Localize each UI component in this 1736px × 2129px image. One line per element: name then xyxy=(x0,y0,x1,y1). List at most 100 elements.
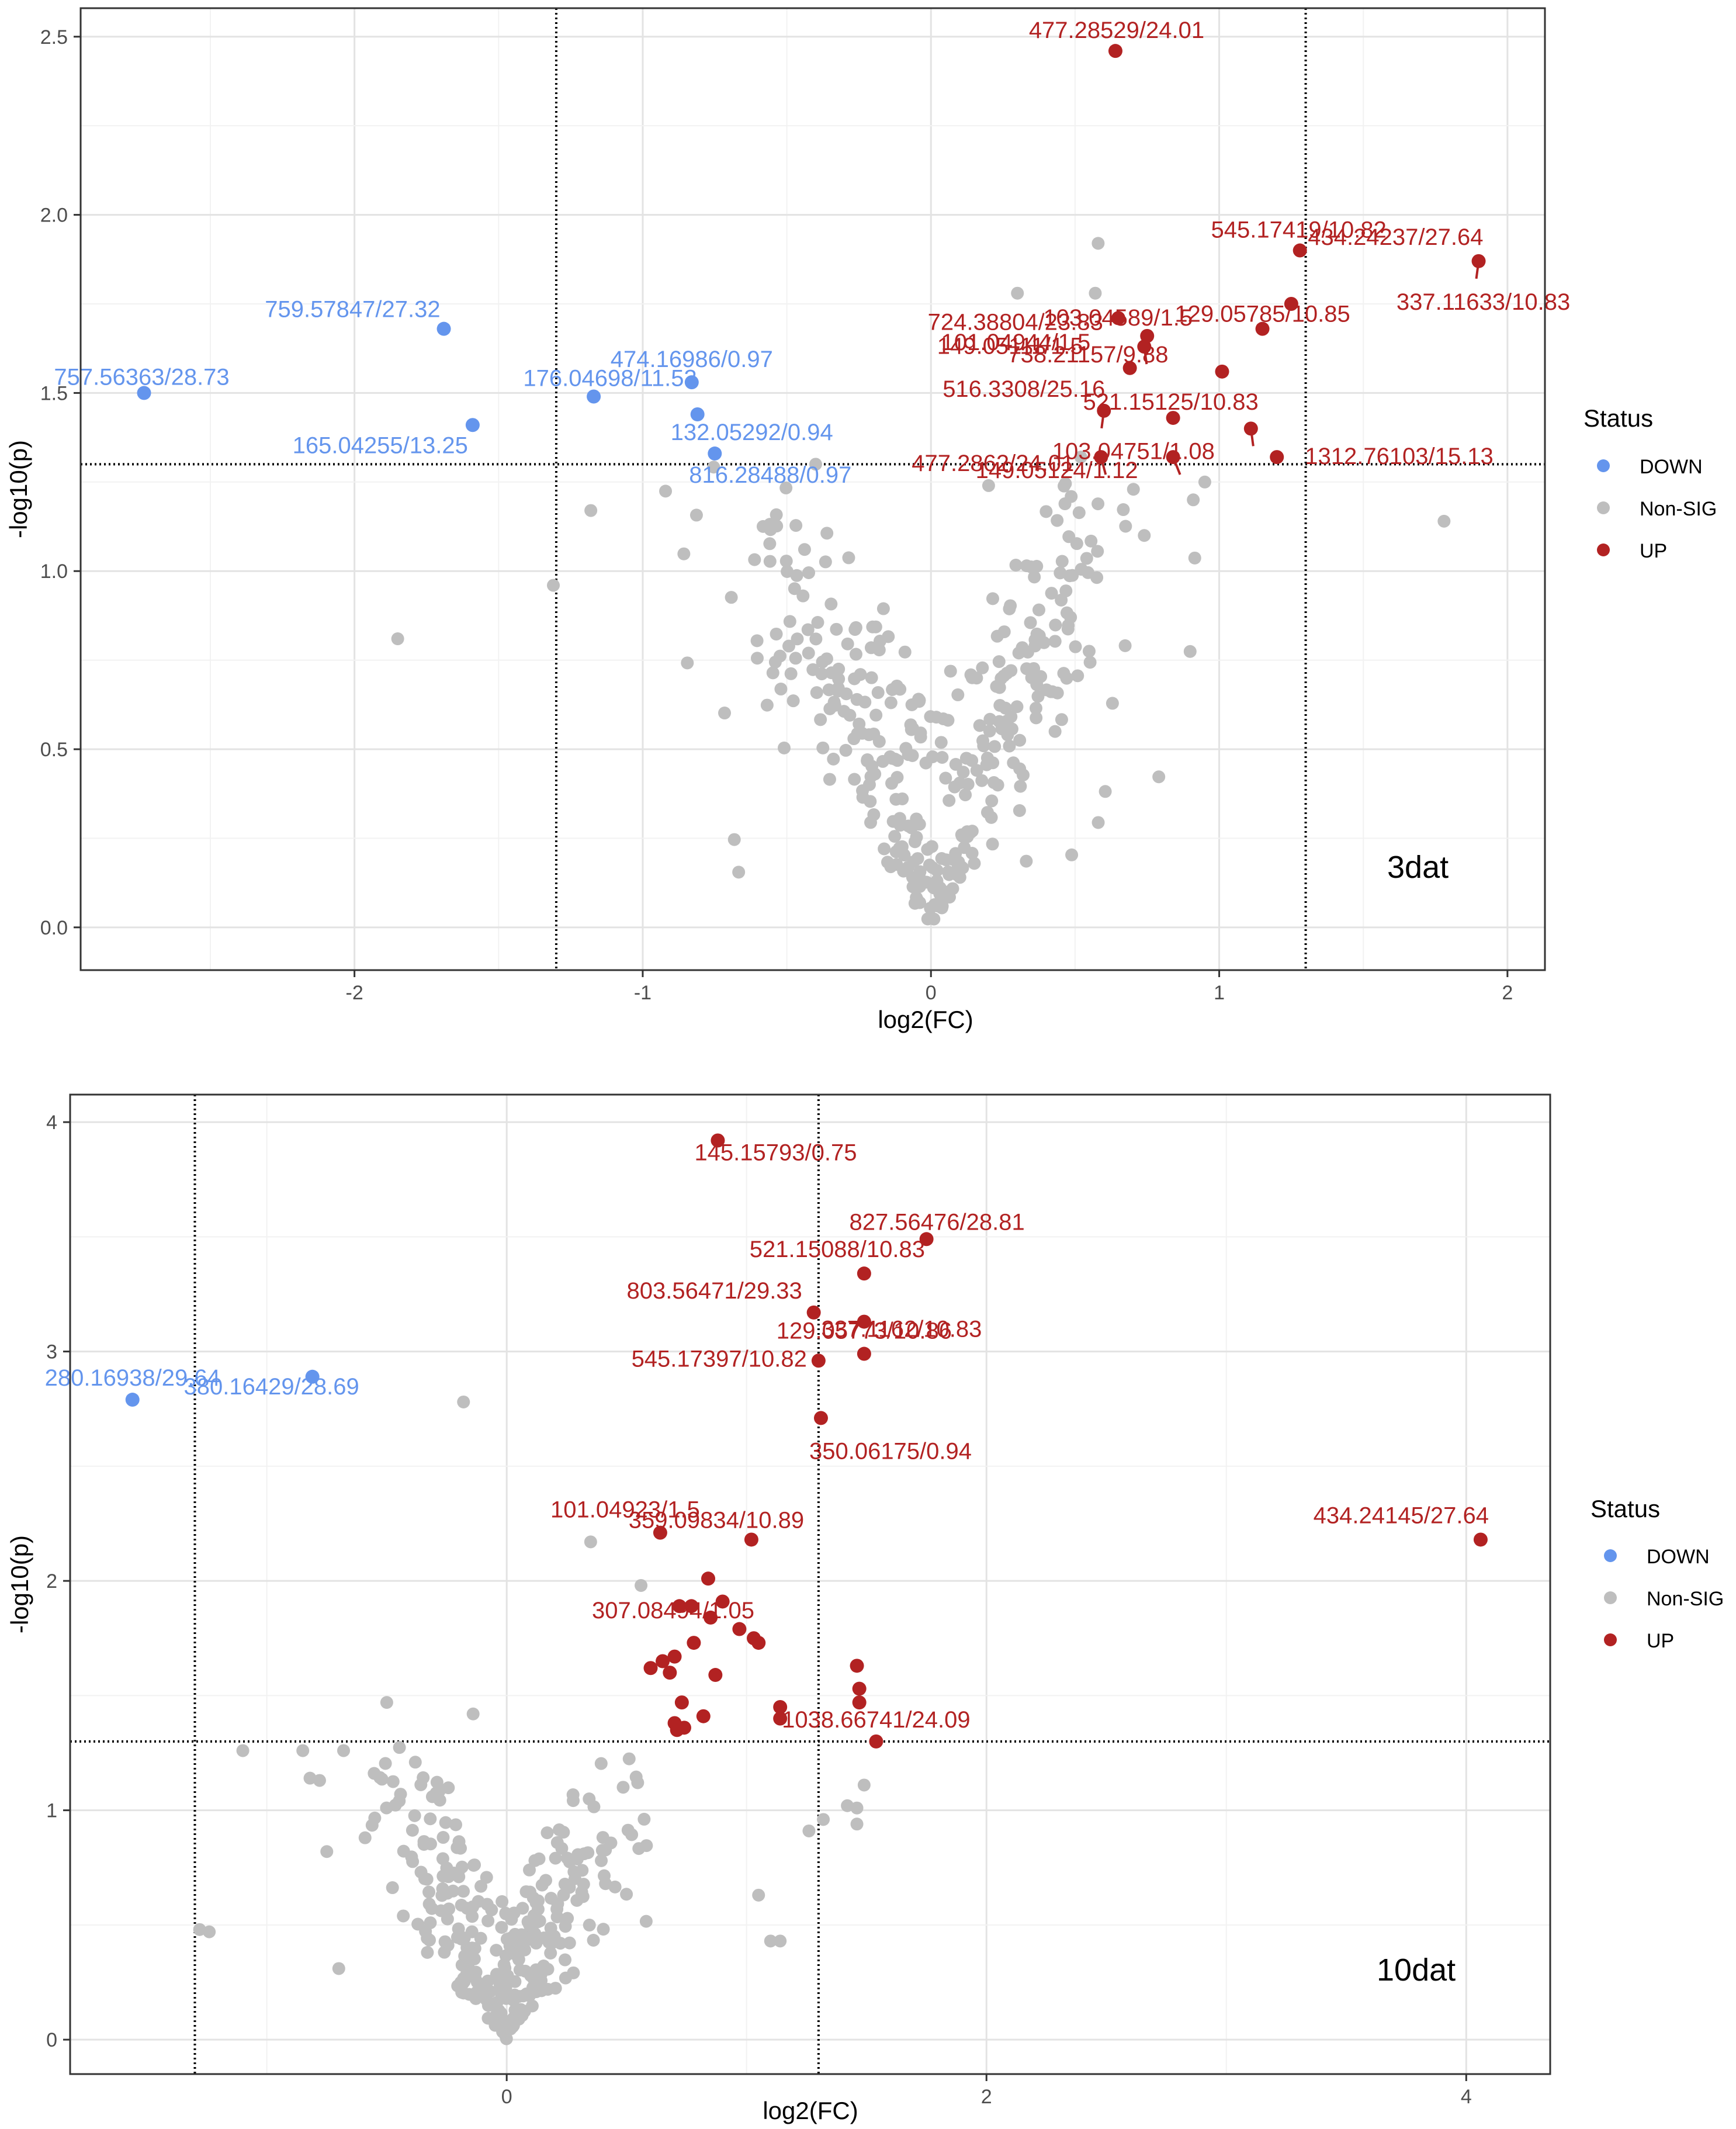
nonsig-point xyxy=(681,656,694,670)
down-point-label: 165.04255/13.25 xyxy=(293,432,468,458)
nonsig-point xyxy=(802,646,815,660)
nonsig-point xyxy=(727,833,741,846)
nonsig-point xyxy=(563,1936,576,1950)
up-point xyxy=(670,1723,684,1737)
nonsig-point xyxy=(523,1885,536,1899)
nonsig-point xyxy=(458,1957,472,1970)
nonsig-point xyxy=(1082,645,1096,658)
nonsig-point xyxy=(1051,514,1064,527)
nonsig-point xyxy=(849,648,862,661)
nonsig-point xyxy=(1030,678,1044,691)
nonsig-point xyxy=(841,637,854,650)
x-tick-label: 0 xyxy=(501,2086,512,2108)
nonsig-point xyxy=(993,715,1006,728)
nonsig-point xyxy=(1001,728,1014,742)
up-point-label: 145.15793/0.75 xyxy=(694,1140,857,1166)
nonsig-point xyxy=(397,1909,410,1923)
nonsig-point xyxy=(563,1881,576,1894)
nonsig-point xyxy=(1127,483,1140,496)
nonsig-point xyxy=(935,851,948,865)
y-tick-label: 2.0 xyxy=(40,205,68,227)
nonsig-point xyxy=(512,1990,525,2003)
up-point xyxy=(656,1654,670,1668)
nonsig-point xyxy=(951,688,965,701)
nonsig-point xyxy=(1072,506,1086,520)
nonsig-point xyxy=(848,623,862,636)
up-point-label: 1038.66741/24.09 xyxy=(782,1707,971,1733)
nonsig-point xyxy=(549,1851,562,1865)
nonsig-point xyxy=(689,508,703,522)
nonsig-point xyxy=(906,871,919,884)
nonsig-point xyxy=(976,734,990,747)
nonsig-point xyxy=(532,1852,546,1865)
nonsig-point xyxy=(313,1774,326,1787)
legend-label-up: UP xyxy=(1647,1630,1674,1652)
nonsig-point xyxy=(470,1975,484,1989)
y-tick-label: 1 xyxy=(46,1800,57,1822)
nonsig-point xyxy=(1119,520,1132,533)
nonsig-point xyxy=(1032,603,1045,617)
nonsig-point xyxy=(430,1775,443,1789)
up-point-label: 337.1162/10.83 xyxy=(821,1317,982,1342)
nonsig-point xyxy=(784,667,798,680)
nonsig-point xyxy=(934,736,948,749)
nonsig-point xyxy=(368,1767,381,1780)
nonsig-point xyxy=(957,766,970,779)
nonsig-point xyxy=(910,830,923,844)
down-point-label: 474.16986/0.97 xyxy=(611,347,773,372)
nonsig-point xyxy=(1138,529,1151,542)
up-point xyxy=(919,1232,934,1247)
nonsig-point xyxy=(523,1989,536,2003)
nonsig-point xyxy=(541,1982,555,1996)
nonsig-point xyxy=(770,627,783,641)
up-point-label: 350.06175/0.94 xyxy=(809,1438,972,1464)
nonsig-point xyxy=(408,1809,421,1822)
nonsig-point xyxy=(594,1757,608,1770)
up-point-label: 827.56476/28.81 xyxy=(849,1209,1024,1235)
label-leader-line xyxy=(1475,261,1480,279)
up-point-label: 477.28529/24.01 xyxy=(1029,18,1204,43)
nonsig-point xyxy=(820,527,834,540)
nonsig-point xyxy=(850,1801,864,1815)
nonsig-point xyxy=(508,1927,522,1941)
up-point xyxy=(1473,1532,1488,1547)
legend-title-10dat: Status xyxy=(1591,1495,1660,1522)
up-point-label: 101.04944/1.5 xyxy=(941,330,1090,355)
nonsig-point xyxy=(358,1831,372,1844)
nonsig-point xyxy=(1016,641,1029,655)
nonsig-point xyxy=(405,1850,418,1864)
up-point xyxy=(813,1411,828,1425)
nonsig-point xyxy=(455,1899,468,1912)
nonsig-point xyxy=(1070,537,1083,551)
down-point xyxy=(690,407,705,421)
nonsig-point xyxy=(452,1870,466,1884)
nonsig-point xyxy=(750,652,764,665)
nonsig-point xyxy=(865,671,878,684)
nonsig-point xyxy=(547,579,560,592)
nonsig-point xyxy=(958,841,971,854)
nonsig-point xyxy=(587,1800,601,1813)
nonsig-point xyxy=(1046,685,1059,698)
nonsig-point xyxy=(943,868,956,881)
nonsig-point xyxy=(525,1999,539,2013)
nonsig-point xyxy=(869,708,883,722)
up-point xyxy=(1293,243,1307,258)
nonsig-point xyxy=(436,1852,449,1865)
threshold-lines-10dat xyxy=(70,1095,1550,2074)
nonsig-point xyxy=(1092,816,1105,829)
nonsig-point xyxy=(930,711,943,724)
up-point xyxy=(1215,364,1229,379)
grid-10dat xyxy=(70,1095,1550,2074)
nonsig-point xyxy=(959,788,972,802)
nonsig-point xyxy=(885,777,899,790)
nonsig-point xyxy=(659,484,673,498)
nonsig-point xyxy=(422,1885,436,1899)
nonsig-point xyxy=(820,652,833,666)
nonsig-point xyxy=(1039,505,1053,518)
nonsig-point xyxy=(320,1845,334,1858)
nonsig-point xyxy=(946,882,959,895)
nonsig-point xyxy=(774,1934,787,1948)
down-point-label: 176.04698/11.53 xyxy=(523,365,697,391)
nonsig-point xyxy=(763,555,777,568)
